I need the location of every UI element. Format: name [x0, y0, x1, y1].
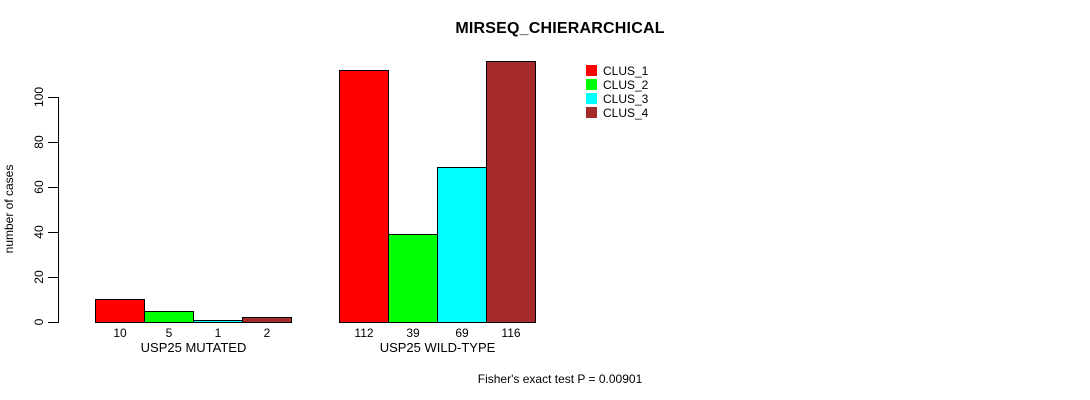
bar-clus_2-mutated — [144, 311, 194, 323]
legend-swatch-icon — [586, 79, 597, 90]
y-tick — [48, 277, 58, 278]
legend-swatch-icon — [586, 93, 597, 104]
y-axis-line — [58, 97, 59, 323]
group-label-mutated: USP25 MUTATED — [140, 340, 247, 355]
y-tick-label: 40 — [32, 225, 46, 239]
bar-clus_2-wild-type — [388, 234, 438, 323]
legend-row-clus_4: CLUS_4 — [586, 106, 648, 119]
bar-value-label: 116 — [501, 326, 521, 340]
footer-annotation: Fisher's exact test P = 0.00901 — [477, 372, 643, 386]
bar-clus_4-mutated — [242, 317, 292, 323]
y-tick — [48, 97, 58, 98]
bar-clus_1-mutated — [95, 299, 145, 323]
y-tick — [48, 322, 58, 323]
bar-value-label: 39 — [406, 326, 420, 340]
y-tick — [48, 142, 58, 143]
legend-swatch-icon — [586, 107, 597, 118]
legend-label: CLUS_1 — [603, 63, 649, 78]
legend-label: CLUS_2 — [603, 77, 649, 92]
y-tick — [48, 232, 58, 233]
bar-value-label: 10 — [113, 326, 127, 340]
bar-value-label: 112 — [354, 326, 374, 340]
legend: CLUS_1 CLUS_2 CLUS_3 CLUS_4 — [586, 64, 648, 120]
bar-clus_1-wild-type — [339, 70, 389, 323]
bar-value-label: 1 — [214, 326, 222, 340]
group-label-wild-type: USP25 WILD-TYPE — [379, 340, 496, 355]
legend-row-clus_1: CLUS_1 — [586, 64, 648, 77]
legend-row-clus_3: CLUS_3 — [586, 92, 648, 105]
legend-label: CLUS_3 — [603, 91, 649, 106]
y-tick — [48, 187, 58, 188]
bar-clus_4-wild-type — [486, 61, 536, 323]
bar-clus_3-wild-type — [437, 167, 487, 323]
bar-clus_3-mutated — [193, 320, 243, 323]
chart-title: MIRSEQ_CHIERARCHICAL — [455, 20, 665, 37]
legend-label: CLUS_4 — [603, 105, 649, 120]
y-tick-label: 100 — [32, 86, 46, 108]
y-axis-title: number of cases — [2, 164, 16, 254]
bar-value-label: 69 — [455, 326, 469, 340]
y-tick-label: 0 — [32, 318, 46, 326]
y-tick-label: 60 — [32, 180, 46, 194]
bar-value-label: 5 — [165, 326, 173, 340]
bar-value-label: 2 — [263, 326, 271, 340]
y-tick-label: 20 — [32, 270, 46, 284]
legend-swatch-icon — [586, 65, 597, 76]
y-tick-label: 80 — [32, 135, 46, 149]
legend-row-clus_2: CLUS_2 — [586, 78, 648, 91]
